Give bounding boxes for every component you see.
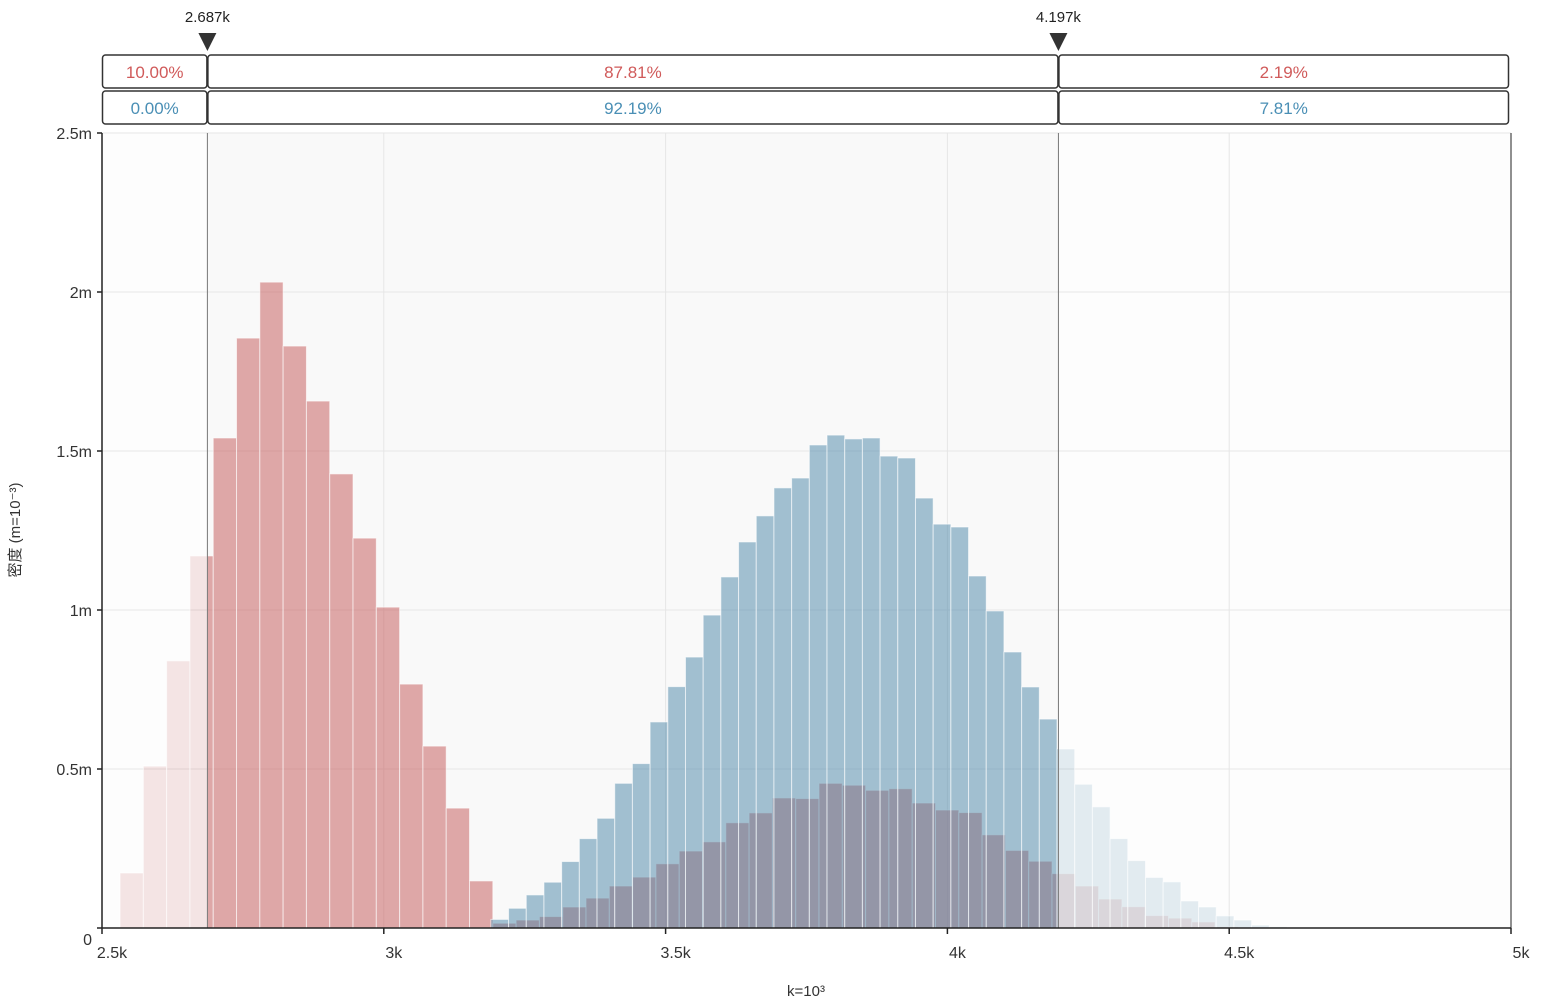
x-tick-label: 4k bbox=[949, 945, 967, 962]
blue-bar bbox=[667, 686, 686, 929]
y-tick-label: 2m bbox=[70, 285, 92, 302]
threshold-label: 2.687k bbox=[185, 9, 231, 26]
y-tick-label: 2.5m bbox=[56, 126, 92, 143]
blue-bar bbox=[1057, 748, 1076, 929]
blue-bar bbox=[561, 861, 580, 929]
red-bar bbox=[282, 345, 307, 929]
blue-bar bbox=[508, 907, 527, 929]
x-tick-label: 3k bbox=[385, 945, 403, 962]
blue-bar bbox=[791, 477, 810, 929]
blue-bar bbox=[1215, 915, 1235, 929]
blue-bar bbox=[720, 576, 740, 929]
blue-bar bbox=[861, 437, 881, 929]
y-tick-label: 1.5m bbox=[56, 444, 92, 461]
red-bar bbox=[352, 537, 377, 929]
percentage-box bbox=[101, 90, 208, 125]
x-tick-label: 4.5k bbox=[1224, 945, 1255, 962]
percentage-box bbox=[207, 54, 1059, 89]
threshold-label: 4.197k bbox=[1036, 9, 1082, 26]
red-percentage: 10.00% bbox=[126, 63, 184, 82]
red-bar bbox=[212, 437, 238, 929]
threshold-marker-icon bbox=[1049, 33, 1068, 51]
x-tick-label: 3.5k bbox=[660, 945, 691, 962]
y-tick-label: 1m bbox=[70, 603, 92, 620]
blue-bar bbox=[844, 438, 863, 929]
x-axis-label: k=10³ bbox=[787, 983, 825, 1000]
red-bar bbox=[422, 745, 447, 929]
blue-percentage: 7.81% bbox=[1260, 99, 1308, 118]
blue-bar bbox=[1198, 906, 1217, 929]
blue-bar bbox=[1127, 860, 1146, 929]
red-bar bbox=[469, 880, 494, 929]
blue-bar bbox=[490, 918, 510, 929]
y-tick-label: 0.5m bbox=[56, 762, 92, 779]
blue-bar bbox=[1233, 919, 1253, 929]
blue-bar bbox=[808, 444, 828, 929]
percentage-box bbox=[207, 90, 1059, 125]
percentage-box bbox=[1058, 54, 1510, 89]
red-bar bbox=[189, 555, 208, 929]
blue-bar bbox=[1074, 783, 1093, 929]
blue-bar bbox=[1003, 651, 1023, 929]
red-percentage: 2.19% bbox=[1260, 63, 1308, 82]
blue-bar bbox=[649, 721, 669, 929]
bars bbox=[119, 133, 1288, 929]
blue-bar bbox=[914, 497, 934, 929]
blue-bar bbox=[950, 526, 970, 929]
blue-bar bbox=[897, 457, 916, 929]
blue-bar bbox=[1021, 686, 1040, 929]
axes: 0 0.5m 1m 1.5m 2m 2.5m 2.5k 3k 3.5k 4k 4.5k 5k bbox=[56, 126, 1530, 962]
red-bar bbox=[142, 765, 168, 929]
red-bar bbox=[305, 400, 331, 929]
red-bar bbox=[375, 606, 401, 929]
blue-bar bbox=[968, 575, 987, 929]
threshold-panel: 2.687k 4.197k 10.00% 87.81% 2.19% 0.00% 92.19%… bbox=[101, 9, 1510, 125]
red-bar bbox=[399, 683, 424, 929]
red-bar bbox=[166, 660, 191, 929]
blue-bar bbox=[702, 614, 722, 929]
blue-bar bbox=[578, 838, 598, 929]
blue-bar bbox=[1144, 876, 1164, 929]
blue-bar bbox=[614, 782, 633, 929]
blue-bar bbox=[631, 763, 651, 929]
blue-bar bbox=[985, 610, 1005, 929]
red-bar bbox=[119, 872, 144, 929]
threshold-marker-icon bbox=[198, 33, 217, 51]
blue-bar bbox=[1180, 900, 1200, 929]
blue-bar bbox=[543, 881, 563, 929]
blue-bar bbox=[738, 541, 757, 929]
red-bar bbox=[259, 281, 284, 929]
red-bar bbox=[445, 807, 471, 929]
blue-bar bbox=[773, 487, 793, 929]
y-tick-label: 0 bbox=[83, 932, 92, 949]
blue-bar bbox=[1091, 806, 1111, 929]
blue-bar bbox=[1162, 881, 1182, 929]
blue-bar bbox=[932, 523, 952, 929]
red-bar bbox=[329, 473, 354, 929]
red-bar bbox=[206, 555, 214, 929]
blue-percentage: 92.19% bbox=[604, 99, 662, 118]
red-percentage: 87.81% bbox=[604, 63, 662, 82]
blue-bar bbox=[1109, 838, 1129, 929]
red-bar bbox=[236, 337, 261, 929]
blue-percentage: 0.00% bbox=[131, 99, 179, 118]
blue-bar bbox=[826, 434, 846, 929]
blue-bar bbox=[596, 817, 616, 929]
x-tick-label: 2.5k bbox=[97, 945, 128, 962]
blue-bar bbox=[684, 656, 704, 929]
blue-bar bbox=[1038, 718, 1058, 929]
blue-bar bbox=[525, 894, 545, 929]
blue-bar bbox=[879, 455, 899, 929]
blue-bar bbox=[755, 515, 775, 929]
x-tick-label: 5k bbox=[1513, 945, 1531, 962]
y-axis-label: 密度 (m=10⁻³) bbox=[7, 482, 24, 577]
percentage-box bbox=[101, 54, 208, 89]
percentage-box bbox=[1058, 90, 1510, 125]
